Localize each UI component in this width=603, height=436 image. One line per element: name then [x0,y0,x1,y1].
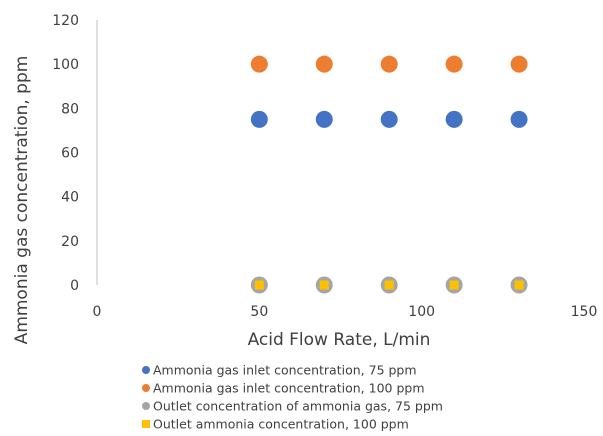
x-tick-label: 150 [571,304,598,320]
data-points [250,55,528,294]
series-4 [254,280,524,290]
y-tick-label: 100 [52,57,79,73]
x-tick-label: 0 [93,304,102,320]
y-tick-label: 120 [52,13,79,29]
y-tick-label: 20 [61,234,79,250]
x-axis-title: Acid Flow Rate, L/min [248,330,431,350]
data-point [315,110,333,128]
y-tick-label: 80 [61,101,79,117]
legend-label: Ammonia gas inlet concentration, 75 ppm [153,363,417,378]
data-point [319,280,329,290]
legend-label: Outlet concentration of ammonia gas, 75 … [153,399,443,414]
data-point [380,55,398,73]
legend-label: Ammonia gas inlet concentration, 100 ppm [153,381,425,396]
legend: Ammonia gas inlet concentration, 75 ppm A… [142,363,443,432]
x-tick-label: 100 [408,304,435,320]
x-tick-label: 50 [250,304,268,320]
data-point [254,280,264,290]
legend-label: Outlet ammonia concentration, 100 ppm [153,417,409,432]
y-tick-labels: 0 20 40 60 80 100 120 [52,13,79,294]
y-tick-label: 40 [61,190,79,206]
data-point [445,110,463,128]
data-point [510,55,528,73]
data-point [510,110,528,128]
data-point [315,55,333,73]
data-point [514,280,524,290]
legend-marker [142,384,150,392]
x-tick-labels: 0 50 100 150 [93,304,598,320]
data-point [250,110,268,128]
legend-marker [142,402,150,410]
data-point [384,280,394,290]
series-1 [250,110,528,128]
data-point [449,280,459,290]
y-tick-label: 0 [70,278,79,294]
data-point [380,110,398,128]
legend-marker [142,420,150,428]
legend-marker [142,366,150,374]
y-tick-label: 60 [61,146,79,162]
y-axis-title: Ammonia gas concentration, ppm [12,56,32,345]
data-point [250,55,268,73]
series-2 [250,55,528,73]
data-point [445,55,463,73]
